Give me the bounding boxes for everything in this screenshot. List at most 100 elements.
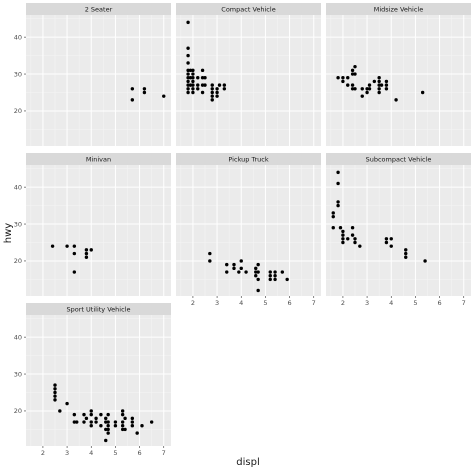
data-point bbox=[210, 87, 214, 91]
data-point bbox=[341, 237, 345, 241]
data-point bbox=[142, 87, 147, 91]
data-point bbox=[367, 87, 372, 91]
data-point bbox=[196, 83, 200, 87]
data-point bbox=[377, 76, 381, 80]
data-point bbox=[389, 237, 393, 241]
data-point bbox=[186, 20, 190, 25]
data-point bbox=[50, 244, 55, 248]
data-point bbox=[186, 79, 190, 84]
data-point bbox=[186, 46, 190, 50]
data-point bbox=[232, 266, 236, 271]
data-point bbox=[191, 87, 195, 91]
data-point bbox=[94, 420, 98, 424]
data-point bbox=[191, 72, 195, 76]
data-point bbox=[186, 53, 190, 58]
data-point bbox=[350, 68, 355, 73]
data-point bbox=[113, 424, 118, 428]
data-point bbox=[225, 270, 229, 274]
data-point bbox=[239, 259, 243, 263]
data-point bbox=[268, 277, 272, 282]
panel-background bbox=[176, 165, 321, 296]
x-tick-label: 6 bbox=[138, 449, 142, 457]
data-point bbox=[106, 412, 110, 417]
facet-strip bbox=[326, 153, 471, 165]
panel-background bbox=[26, 165, 171, 296]
data-point bbox=[82, 412, 86, 417]
data-point bbox=[210, 90, 214, 95]
data-point bbox=[384, 240, 389, 245]
data-point bbox=[123, 416, 127, 421]
data-point bbox=[191, 76, 195, 80]
data-point bbox=[82, 420, 86, 424]
data-point bbox=[254, 266, 258, 271]
data-point bbox=[89, 424, 93, 428]
x-tick-label: 3 bbox=[365, 299, 369, 307]
y-tick-label: 30 bbox=[14, 370, 22, 378]
y-tick-label: 20 bbox=[14, 107, 22, 115]
data-point bbox=[142, 90, 147, 95]
facet-strip-label: Midsize Vehicle bbox=[374, 6, 423, 14]
data-point bbox=[336, 170, 340, 175]
data-point bbox=[99, 424, 103, 428]
data-point bbox=[120, 427, 125, 432]
data-point bbox=[130, 87, 135, 91]
data-point bbox=[89, 248, 93, 252]
data-point bbox=[350, 72, 355, 76]
data-point bbox=[208, 259, 212, 263]
data-point bbox=[149, 420, 154, 424]
data-point bbox=[256, 277, 260, 282]
data-point bbox=[72, 270, 77, 274]
panel-background bbox=[326, 15, 471, 146]
data-point bbox=[350, 233, 355, 237]
data-point bbox=[346, 76, 350, 80]
data-point bbox=[186, 61, 190, 65]
data-point bbox=[215, 87, 219, 91]
data-point bbox=[384, 87, 389, 91]
data-point bbox=[350, 87, 355, 91]
x-axis-label: displ bbox=[236, 457, 259, 468]
data-point bbox=[191, 83, 195, 87]
data-point bbox=[239, 266, 243, 271]
x-tick-label: 4 bbox=[389, 299, 393, 307]
data-point bbox=[273, 270, 277, 274]
y-tick-label: 40 bbox=[14, 33, 22, 41]
x-tick-label: 3 bbox=[215, 299, 219, 307]
data-point bbox=[188, 83, 193, 87]
data-point bbox=[130, 98, 135, 102]
data-point bbox=[244, 270, 248, 274]
data-point bbox=[162, 94, 166, 98]
data-point bbox=[225, 262, 229, 267]
data-point bbox=[186, 90, 190, 95]
data-point bbox=[365, 90, 369, 95]
data-point bbox=[394, 98, 398, 102]
data-point bbox=[353, 87, 357, 91]
data-point bbox=[365, 87, 369, 91]
facet-strip bbox=[26, 303, 171, 315]
data-point bbox=[346, 83, 350, 87]
data-point bbox=[377, 87, 381, 91]
data-point bbox=[379, 83, 384, 87]
facet-strip-label: Compact Vehicle bbox=[221, 6, 275, 14]
x-tick-label: 6 bbox=[288, 299, 292, 307]
data-point bbox=[273, 277, 277, 282]
x-tick-label: 4 bbox=[239, 299, 243, 307]
data-point bbox=[188, 68, 193, 73]
data-point bbox=[350, 83, 355, 87]
panel-background bbox=[176, 15, 321, 146]
data-point bbox=[389, 244, 393, 248]
x-tick-label: 2 bbox=[341, 299, 345, 307]
data-point bbox=[232, 262, 236, 267]
data-point bbox=[208, 251, 212, 256]
data-point bbox=[358, 244, 362, 248]
data-point bbox=[215, 94, 219, 98]
facet-panel: 2 Seater 20 30 40 bbox=[14, 3, 171, 146]
x-tick-label: 5 bbox=[413, 299, 417, 307]
data-point bbox=[106, 420, 110, 424]
data-point bbox=[84, 416, 89, 421]
facet-panel: Compact Vehicle bbox=[176, 3, 321, 146]
data-point bbox=[353, 72, 357, 76]
facet-panel: Pickup Truck 2 3 4 5 6 7 bbox=[176, 153, 321, 307]
facet-strip bbox=[176, 3, 321, 15]
data-point bbox=[384, 83, 389, 87]
